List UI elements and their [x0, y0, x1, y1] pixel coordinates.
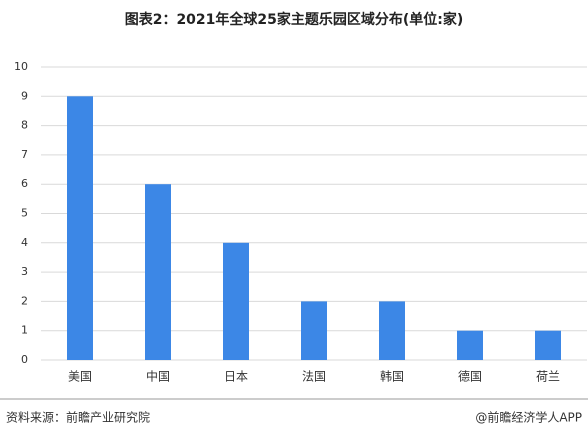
- source: 资料来源：前瞻产业研究院: [6, 410, 150, 425]
- credit: @前瞻经济学人APP: [475, 410, 582, 425]
- bar: [301, 301, 327, 360]
- bar: [379, 301, 405, 360]
- bar: [457, 330, 483, 360]
- y-tick-label: 3: [21, 265, 28, 278]
- y-tick-label: 2: [21, 294, 28, 307]
- x-tick-label: 德国: [458, 369, 482, 384]
- y-tick-label: 8: [21, 119, 28, 132]
- x-tick-label: 中国: [146, 369, 170, 384]
- y-tick-label: 6: [21, 177, 28, 190]
- y-tick-label: 5: [21, 207, 28, 220]
- bar: [223, 242, 249, 360]
- bar: [535, 330, 561, 360]
- chart-title: 图表2：2021年全球25家主题乐园区域分布(单位:家): [125, 11, 464, 28]
- y-tick-label: 9: [21, 89, 28, 102]
- x-tick-label: 荷兰: [536, 370, 560, 384]
- y-tick-label: 10: [14, 60, 28, 73]
- bar: [145, 184, 171, 360]
- y-tick-label: 0: [21, 353, 28, 366]
- y-tick-label: 1: [21, 324, 28, 337]
- x-tick-label: 法国: [302, 370, 326, 384]
- y-tick-label: 7: [21, 148, 28, 161]
- x-tick-label: 日本: [224, 370, 248, 384]
- bar: [67, 96, 93, 361]
- y-tick-label: 4: [21, 236, 28, 249]
- x-tick-label: 美国: [68, 370, 92, 384]
- x-tick-label: 韩国: [380, 369, 404, 384]
